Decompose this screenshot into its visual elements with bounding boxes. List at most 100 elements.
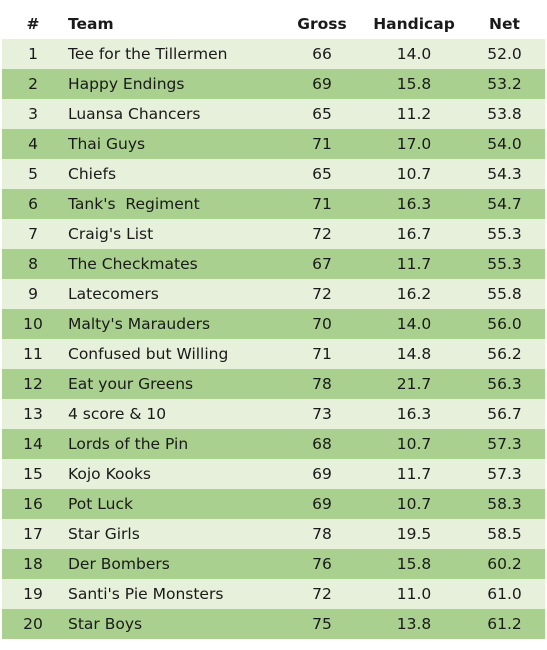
- cell-team: Kojo Kooks: [68, 465, 152, 483]
- cell-net: 53.8: [487, 105, 522, 123]
- cell-net: 58.3: [487, 495, 522, 513]
- cell-net: 56.2: [487, 345, 522, 363]
- cell-gross: 72: [312, 285, 332, 303]
- cell-handicap: 15.8: [396, 555, 432, 573]
- cell-rank: 20: [23, 615, 43, 633]
- header-gross: Gross: [297, 14, 347, 33]
- cell-handicap: 14.0: [396, 315, 432, 333]
- cell-gross: 72: [312, 225, 332, 243]
- cell-team: Malty's Marauders: [68, 315, 211, 333]
- cell-handicap: 11.2: [396, 105, 432, 123]
- table-row: 9 Latecomers 72 16.2 55.8: [2, 279, 545, 309]
- cell-rank: 9: [28, 285, 38, 303]
- table-row: 11 Confused but Willing 71 14.8 56.2: [2, 339, 545, 369]
- cell-team: Happy Endings: [68, 75, 185, 93]
- cell-rank: 3: [28, 105, 38, 123]
- cell-rank: 18: [23, 555, 43, 573]
- cell-handicap: 16.3: [396, 405, 432, 423]
- table-row: 12 Eat your Greens 78 21.7 56.3: [2, 369, 545, 399]
- cell-team: Tank's Regiment: [68, 195, 200, 213]
- cell-handicap: 21.7: [396, 375, 432, 393]
- cell-handicap: 11.7: [396, 465, 432, 483]
- cell-rank: 5: [28, 165, 38, 183]
- cell-handicap: 10.7: [396, 495, 432, 513]
- table-row: 20 Star Boys 75 13.8 61.2: [2, 609, 545, 639]
- cell-rank: 6: [28, 195, 38, 213]
- cell-team: 4 score & 10: [68, 405, 167, 423]
- cell-gross: 76: [312, 555, 332, 573]
- cell-team: Star Boys: [68, 615, 143, 633]
- cell-rank: 16: [23, 495, 43, 513]
- table-row: 14 Lords of the Pin 68 10.7 57.3: [2, 429, 545, 459]
- cell-team: Tee for the Tillermen: [68, 45, 228, 63]
- cell-gross: 69: [312, 465, 332, 483]
- header-net: Net: [489, 14, 520, 33]
- cell-gross: 75: [312, 615, 332, 633]
- table-row: 7 Craig's List 72 16.7 55.3: [2, 219, 545, 249]
- cell-gross: 73: [312, 405, 332, 423]
- cell-team: Pot Luck: [68, 495, 133, 513]
- cell-rank: 10: [23, 315, 43, 333]
- cell-rank: 14: [23, 435, 43, 453]
- cell-net: 60.2: [487, 555, 522, 573]
- table-row: 2 Happy Endings 69 15.8 53.2: [2, 69, 545, 99]
- cell-team: Luansa Chancers: [68, 105, 201, 123]
- cell-rank: 8: [28, 255, 38, 273]
- cell-handicap: 16.3: [396, 195, 432, 213]
- cell-rank: 2: [28, 75, 38, 93]
- table-body: 1 Tee for the Tillermen 66 14.0 52.0 2 Happy E…: [2, 39, 545, 639]
- cell-gross: 72: [312, 585, 332, 603]
- cell-net: 58.5: [487, 525, 522, 543]
- table-row: 5 Chiefs 65 10.7 54.3: [2, 159, 545, 189]
- cell-team: Lords of the Pin: [68, 435, 189, 453]
- table-row: 13 4 score & 10 73 16.3 56.7: [2, 399, 545, 429]
- cell-net: 54.7: [487, 195, 522, 213]
- cell-team: Der Bombers: [68, 555, 170, 573]
- cell-net: 52.0: [487, 45, 522, 63]
- cell-net: 57.3: [487, 435, 522, 453]
- cell-gross: 69: [312, 75, 332, 93]
- table-row: 6 Tank's Regiment 71 16.3 54.7: [2, 189, 545, 219]
- cell-team: Santi's Pie Monsters: [68, 585, 224, 603]
- cell-rank: 11: [23, 345, 43, 363]
- table-row: 4 Thai Guys 71 17.0 54.0: [2, 129, 545, 159]
- cell-team: The Checkmates: [68, 255, 198, 273]
- cell-handicap: 11.7: [396, 255, 432, 273]
- cell-handicap: 15.8: [396, 75, 432, 93]
- cell-net: 54.3: [487, 165, 522, 183]
- cell-handicap: 16.2: [396, 285, 432, 303]
- table-row: 17 Star Girls 78 19.5 58.5: [2, 519, 545, 549]
- cell-rank: 13: [23, 405, 43, 423]
- cell-net: 54.0: [487, 135, 522, 153]
- cell-handicap: 19.5: [396, 525, 432, 543]
- cell-handicap: 13.8: [396, 615, 432, 633]
- cell-gross: 71: [312, 345, 332, 363]
- cell-handicap: 10.7: [396, 435, 432, 453]
- header-rank: #: [26, 14, 40, 33]
- cell-team: Confused but Willing: [68, 345, 229, 363]
- cell-team: Star Girls: [68, 525, 140, 543]
- table-header-row: # Team Gross Handicap Net: [2, 8, 545, 39]
- cell-team: Eat your Greens: [68, 375, 194, 393]
- header-handicap: Handicap: [373, 14, 455, 33]
- cell-gross: 68: [312, 435, 332, 453]
- cell-gross: 78: [312, 375, 332, 393]
- table-row: 15 Kojo Kooks 69 11.7 57.3: [2, 459, 545, 489]
- cell-gross: 67: [312, 255, 332, 273]
- cell-handicap: 10.7: [396, 165, 432, 183]
- cell-team: Thai Guys: [68, 135, 146, 153]
- cell-handicap: 17.0: [396, 135, 432, 153]
- cell-net: 55.8: [487, 285, 522, 303]
- cell-team: Craig's List: [68, 225, 154, 243]
- cell-rank: 19: [23, 585, 43, 603]
- cell-rank: 4: [28, 135, 38, 153]
- table-row: 19 Santi's Pie Monsters 72 11.0 61.0: [2, 579, 545, 609]
- cell-handicap: 14.8: [396, 345, 432, 363]
- cell-gross: 71: [312, 135, 332, 153]
- cell-gross: 69: [312, 495, 332, 513]
- cell-rank: 7: [28, 225, 38, 243]
- cell-handicap: 16.7: [396, 225, 432, 243]
- cell-rank: 15: [23, 465, 43, 483]
- cell-net: 61.2: [487, 615, 522, 633]
- cell-net: 61.0: [487, 585, 522, 603]
